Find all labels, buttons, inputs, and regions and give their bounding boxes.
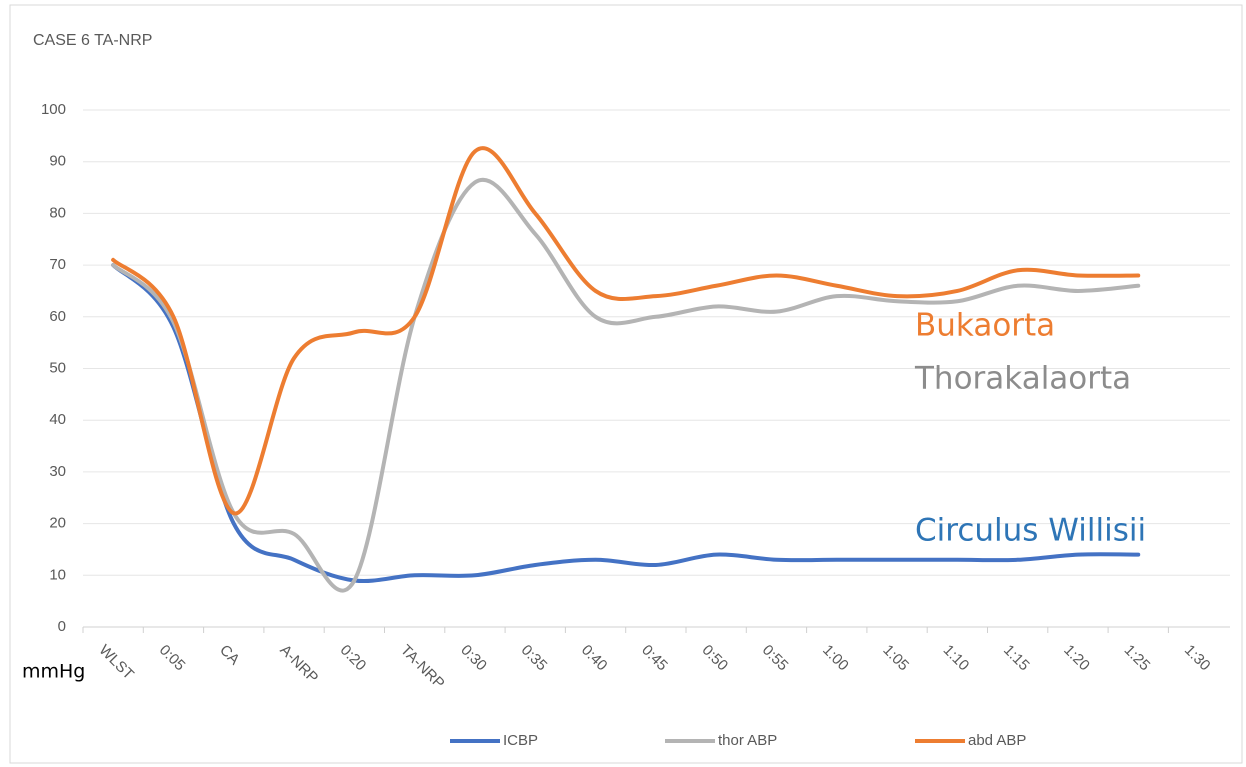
y-tick-label: 100 (41, 101, 66, 118)
chart-title: CASE 6 TA-NRP (33, 32, 152, 49)
y-tick-label: 40 (49, 411, 66, 428)
y-tick-label: 10 (49, 566, 66, 583)
y-tick-label: 70 (49, 256, 66, 273)
y-tick-label: 90 (49, 153, 66, 170)
y-tick-label: 30 (49, 463, 66, 480)
y-tick-label: 80 (49, 204, 66, 221)
series-line (111, 177, 1141, 593)
annotation: Thorakalaorta (914, 361, 1131, 397)
legend-label: thor ABP (718, 732, 777, 749)
legend-label: abd ABP (968, 732, 1026, 749)
y-tick-label: 20 (49, 515, 66, 532)
series-line (111, 146, 1141, 516)
chart-frame (9, 4, 1243, 764)
annotation: Bukaorta (915, 308, 1055, 344)
y-axis-label: mmHg (22, 661, 85, 683)
annotation: Circulus Willisii (915, 513, 1146, 549)
y-tick-label: 50 (49, 359, 66, 376)
legend-label: ICBP (503, 732, 538, 749)
y-tick-label: 0 (58, 618, 66, 635)
y-tick-label: 60 (49, 308, 66, 325)
series-line (111, 263, 1141, 584)
